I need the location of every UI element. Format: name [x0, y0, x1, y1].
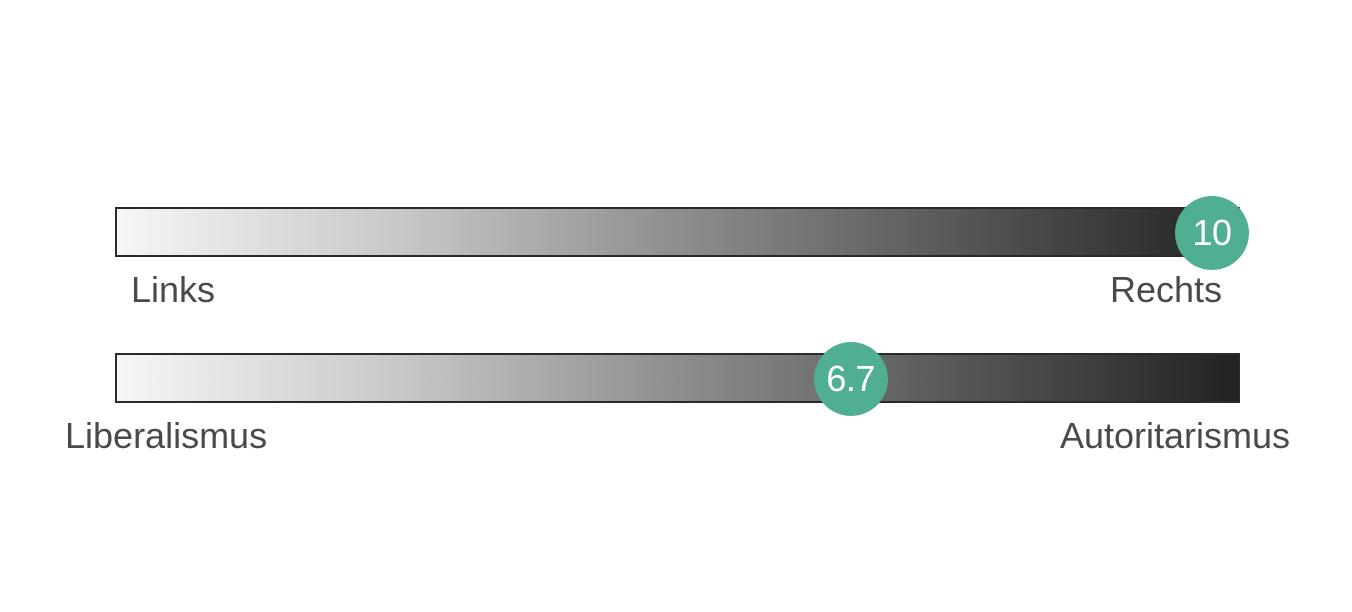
gradient-bar: 6.7: [115, 342, 1240, 416]
right-pole-label: Autoritarismus: [1059, 415, 1290, 456]
left-pole-label: Liberalismus: [65, 415, 268, 456]
value-marker: 6.7: [813, 342, 888, 416]
value-marker: 10: [1175, 196, 1249, 270]
right-pole-label: Rechts: [1109, 269, 1222, 310]
gradient-bar: 10: [115, 196, 1249, 270]
left-pole-label: Links: [131, 269, 216, 310]
